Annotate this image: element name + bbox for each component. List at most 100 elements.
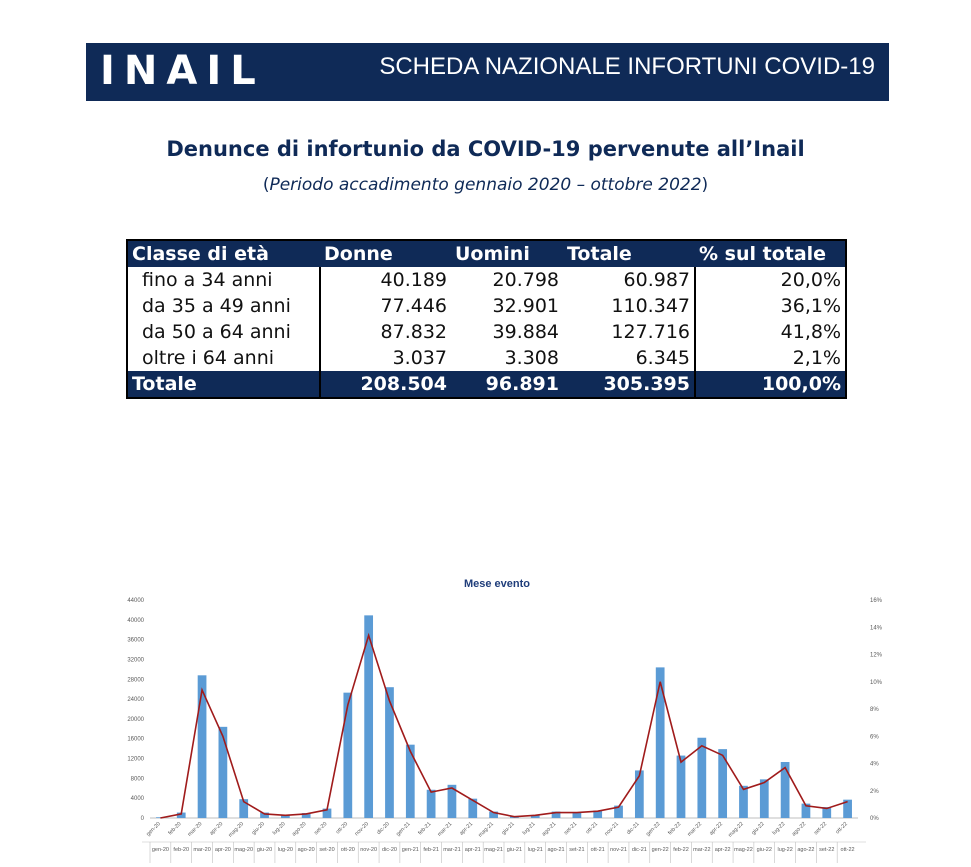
table-cell: 41,8% — [780, 321, 841, 343]
bottom-category-label: mag-22 — [734, 847, 753, 853]
bottom-category-label: mag-21 — [484, 847, 503, 853]
inail-logo: INAIL — [100, 48, 265, 94]
bottom-category-label: ott-20 — [341, 847, 355, 853]
chart-bar — [843, 799, 852, 818]
table-cell: 60.987 — [563, 267, 696, 293]
chart-bar — [218, 726, 228, 818]
bottom-category-label: dic-20 — [382, 847, 397, 853]
chart-bar — [239, 799, 249, 818]
x-tick-label: giu-21 — [501, 821, 516, 836]
chart-bar — [447, 784, 457, 818]
table-cell: 77.446 — [380, 295, 447, 317]
table-header-row: Classe di età Donne Uomini Totale % sul … — [127, 240, 846, 267]
chart-bar — [593, 810, 603, 818]
y-left-tick-label: 16000 — [127, 737, 144, 743]
header-cell: Uomini — [451, 240, 563, 267]
table-cell: 3.308 — [504, 347, 559, 369]
bottom-category-label: set-22 — [819, 847, 834, 853]
chart-bar — [822, 807, 832, 818]
y-left-tick-label: 28000 — [127, 677, 144, 683]
chart-bar — [343, 692, 353, 818]
bottom-category-label: gen-22 — [652, 847, 669, 853]
x-tick-label: giu-20 — [251, 821, 266, 836]
chart-bar — [718, 749, 728, 818]
x-tick-label: dic-21 — [626, 821, 641, 836]
bottom-category-label: mag-20 — [234, 847, 253, 853]
chart-bar — [176, 812, 186, 818]
total-cell: 96.891 — [451, 371, 563, 398]
total-cell: 100,0% — [695, 371, 846, 398]
bottom-category-label: lug-20 — [278, 847, 293, 853]
chart-bar — [801, 803, 811, 818]
table-cell: 40.189 — [380, 269, 447, 291]
chart-bar — [759, 779, 769, 818]
chart-bar — [426, 789, 436, 818]
bottom-category-label: ago-20 — [298, 847, 315, 853]
chart-bar — [301, 813, 311, 818]
document-subtitle: (Periodo accadimento gennaio 2020 – otto… — [0, 175, 971, 195]
chart-bar — [197, 675, 207, 818]
x-tick-label: apr-22 — [709, 821, 724, 836]
bottom-category-label: gen-21 — [402, 847, 419, 853]
bottom-category-label: giu-21 — [507, 847, 522, 853]
bottom-category-label: mar-20 — [193, 847, 210, 853]
y-left-tick-label: 32000 — [127, 657, 144, 663]
y-right-tick-label: 14% — [870, 625, 882, 631]
chart-bar — [614, 805, 623, 818]
bottom-category-label: gen-20 — [152, 847, 169, 853]
x-tick-label: ago-21 — [541, 821, 557, 837]
bottom-category-label: nov-21 — [610, 847, 627, 853]
table-cell: oltre i 64 anni — [127, 345, 321, 371]
chart-bar — [260, 812, 269, 818]
y-left-tick-label: 20000 — [127, 717, 144, 723]
bottom-category-label: feb-21 — [423, 847, 439, 853]
chart-bar — [780, 762, 790, 818]
x-tick-label: dic-20 — [376, 821, 391, 836]
x-tick-label: set-20 — [313, 821, 328, 836]
chart-bar — [405, 744, 415, 818]
x-tick-label: mar-22 — [687, 821, 704, 838]
table-total-row: Totale 208.504 96.891 305.395 100,0% — [127, 371, 846, 398]
table-row: da 35 a 49 anni 77.446 32.901 110.347 36… — [127, 293, 846, 319]
x-tick-label: giu-22 — [751, 821, 766, 836]
chart-title: Mese evento — [463, 578, 531, 590]
total-cell: Totale — [127, 371, 321, 398]
table-cell: 36,1% — [780, 295, 841, 317]
bottom-category-label: ago-22 — [797, 847, 814, 853]
x-tick-label: ott-22 — [835, 821, 849, 835]
table-cell: 127.716 — [563, 319, 696, 345]
x-tick-label: lug-22 — [771, 821, 786, 836]
x-tick-label: set-21 — [563, 821, 578, 836]
table-cell: fino a 34 anni — [127, 267, 321, 293]
x-tick-label: mag-21 — [478, 821, 495, 838]
bottom-category-label: lug-21 — [528, 847, 543, 853]
bottom-category-label: feb-22 — [673, 847, 689, 853]
table-cell: 39.884 — [492, 321, 559, 343]
y-left-tick-label: 24000 — [127, 697, 144, 703]
total-cell: 305.395 — [563, 371, 696, 398]
bottom-category-label: apr-20 — [215, 847, 231, 853]
x-tick-label: apr-21 — [459, 821, 474, 836]
y-right-tick-label: 4% — [870, 762, 879, 768]
x-tick-label: ago-22 — [791, 821, 807, 837]
x-tick-label: set-22 — [813, 821, 828, 836]
chart-bar — [572, 812, 582, 818]
x-tick-label: gen-22 — [645, 821, 661, 837]
x-tick-label: mag-20 — [228, 821, 245, 838]
chart-bar — [634, 770, 644, 818]
chart-bar — [280, 814, 290, 818]
table-cell: 3.037 — [392, 347, 447, 369]
table-row: da 50 a 64 anni 87.832 39.884 127.716 41… — [127, 319, 846, 345]
y-right-tick-label: 8% — [870, 707, 879, 713]
y-right-tick-label: 16% — [870, 598, 882, 604]
table-cell: da 50 a 64 anni — [127, 319, 321, 345]
y-left-tick-label: 8000 — [131, 776, 145, 782]
table-row: oltre i 64 anni 3.037 3.308 6.345 2,1% — [127, 345, 846, 371]
y-left-tick-label: 4000 — [131, 796, 145, 802]
bottom-category-label: nov-20 — [360, 847, 377, 853]
table-cell: 20.798 — [492, 269, 559, 291]
x-tick-label: lug-20 — [272, 821, 287, 836]
subtitle-open-paren: ( — [262, 175, 270, 195]
table-row: fino a 34 anni 40.189 20.798 60.987 20,0… — [127, 267, 846, 293]
x-tick-label: mar-21 — [437, 821, 454, 838]
